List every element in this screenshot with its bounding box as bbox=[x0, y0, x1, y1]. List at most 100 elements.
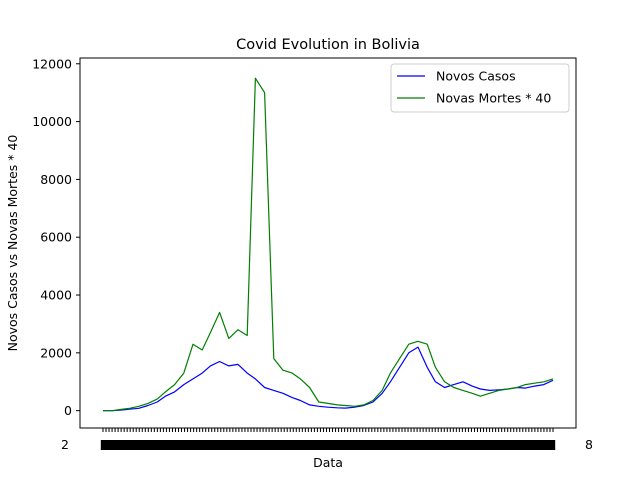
x-tick-label-glyph bbox=[131, 440, 136, 450]
x-tick-label-glyph bbox=[143, 440, 148, 450]
x-tick-label-glyph bbox=[200, 440, 205, 450]
x-tick-label-glyph bbox=[469, 440, 474, 450]
x-tick-label-glyph bbox=[393, 440, 399, 450]
x-tick-label-glyph bbox=[544, 440, 550, 450]
legend-box bbox=[390, 63, 570, 113]
x-tick-label-glyph bbox=[405, 440, 411, 450]
x-tick-label-glyph bbox=[399, 440, 405, 450]
x-tick-label-glyph bbox=[357, 440, 362, 450]
x-tick-label-glyph bbox=[188, 440, 193, 450]
x-tick-label-glyph bbox=[218, 440, 223, 450]
plot-frame bbox=[79, 57, 577, 429]
x-tick-label-glyph bbox=[182, 440, 187, 450]
x-tick-label-glyph bbox=[115, 440, 121, 450]
x-tick-label-glyph bbox=[460, 440, 465, 450]
x-tick-label-glyph bbox=[230, 440, 236, 450]
series-line-1 bbox=[103, 77, 554, 412]
x-tick-label-glyph bbox=[463, 440, 468, 450]
x-tick-label-glyph bbox=[550, 440, 556, 450]
x-tick-label-glyph bbox=[484, 440, 489, 450]
y-tick-label: 0 bbox=[64, 403, 72, 418]
x-tick-label-glyph bbox=[381, 440, 387, 450]
x-tick-label-right: 8 bbox=[585, 437, 593, 452]
x-axis-label: Data bbox=[313, 455, 343, 470]
x-tick-label-glyph bbox=[517, 440, 522, 450]
x-tick-label-glyph bbox=[348, 440, 353, 450]
x-tick-label-glyph bbox=[176, 440, 181, 450]
plot-area bbox=[80, 58, 576, 428]
x-tick-label-glyph bbox=[233, 440, 239, 450]
x-tick-label-glyph bbox=[478, 440, 483, 450]
legend-label-1: Novas Mortes * 40 bbox=[436, 91, 551, 106]
x-tick-label-glyph bbox=[502, 440, 507, 450]
x-tick-label-glyph bbox=[106, 440, 112, 450]
x-tick-label-glyph bbox=[227, 440, 233, 450]
x-tick-label-glyph bbox=[254, 440, 260, 450]
x-tick-label-glyph bbox=[327, 440, 332, 450]
x-tick-label-glyph bbox=[372, 440, 378, 450]
x-tick-label-glyph bbox=[118, 440, 124, 450]
y-tick-label: 4000 bbox=[40, 288, 72, 303]
x-tick-label-glyph bbox=[375, 440, 381, 450]
y-tick-label: 2000 bbox=[40, 345, 72, 360]
x-tick-label-glyph bbox=[396, 440, 402, 450]
x-tick-label-glyph bbox=[100, 440, 106, 450]
x-tick-label-glyph bbox=[161, 440, 166, 450]
x-tick-label-glyph bbox=[269, 440, 275, 450]
x-tick-label-glyph bbox=[429, 440, 435, 450]
x-tick-label-glyph bbox=[448, 440, 453, 450]
x-tick-label-glyph bbox=[315, 440, 320, 450]
x-tick-label-glyph bbox=[345, 440, 350, 450]
x-tick-label-glyph bbox=[508, 440, 513, 450]
y-tick-label: 6000 bbox=[40, 230, 72, 245]
x-tick-label-glyph bbox=[173, 440, 178, 450]
x-tick-label-glyph bbox=[330, 440, 335, 450]
x-tick-label-glyph bbox=[209, 440, 214, 450]
x-tick-label-glyph bbox=[363, 440, 368, 450]
x-tick-label-glyph bbox=[197, 440, 202, 450]
x-tick-label-glyph bbox=[203, 440, 208, 450]
x-tick-label-glyph bbox=[294, 440, 299, 450]
x-tick-label-glyph bbox=[275, 440, 281, 450]
x-tick-label-glyph bbox=[242, 440, 248, 450]
x-tick-label-glyph bbox=[457, 440, 462, 450]
x-tick-label-glyph bbox=[384, 440, 390, 450]
series-layer bbox=[103, 77, 554, 412]
x-tick-label-glyph bbox=[481, 440, 486, 450]
x-tick-label-glyph bbox=[408, 440, 414, 450]
x-tick-label-glyph bbox=[288, 440, 293, 450]
x-tick-label-glyph bbox=[514, 440, 519, 450]
x-tick-label-glyph bbox=[300, 440, 305, 450]
x-tick-label-glyph bbox=[312, 440, 317, 450]
x-tick-label-glyph bbox=[152, 440, 157, 450]
x-tick-label-glyph bbox=[511, 440, 516, 450]
x-tick-label-glyph bbox=[466, 440, 471, 450]
legend: Novos Casos Novas Mortes * 40 bbox=[390, 63, 570, 113]
x-tick-label-glyph bbox=[526, 440, 532, 450]
x-tick-label-glyph bbox=[149, 440, 154, 450]
x-tick-label-glyph bbox=[414, 440, 420, 450]
x-tick-label-glyph bbox=[306, 440, 311, 450]
y-tick-label: 12000 bbox=[32, 56, 72, 71]
x-tick-label-glyph bbox=[423, 440, 429, 450]
x-tick-label-glyph bbox=[140, 440, 145, 450]
x-tick-label-glyph bbox=[426, 440, 432, 450]
x-tick-label-glyph bbox=[535, 440, 541, 450]
x-tick-label-glyph bbox=[547, 440, 553, 450]
x-tick-label-glyph bbox=[221, 440, 227, 450]
x-tick-label-glyph bbox=[339, 440, 344, 450]
x-tick-label-glyph bbox=[445, 440, 450, 450]
x-tick-label-glyph bbox=[146, 440, 151, 450]
x-tick-label-glyph bbox=[336, 440, 341, 450]
x-tick-label-glyph bbox=[454, 440, 459, 450]
x-tick-label-glyph bbox=[191, 440, 196, 450]
x-tick-label-glyph bbox=[490, 440, 495, 450]
x-tick-label-glyph bbox=[369, 440, 374, 450]
x-tick-label-glyph bbox=[251, 440, 257, 450]
x-tick-label-glyph bbox=[442, 440, 447, 450]
chart-title: Covid Evolution in Bolivia bbox=[236, 37, 420, 53]
x-tick-label-glyph bbox=[529, 440, 535, 450]
x-tick-label-glyph bbox=[109, 440, 115, 450]
x-tick-label-glyph bbox=[333, 440, 338, 450]
x-tick-label-glyph bbox=[351, 440, 356, 450]
